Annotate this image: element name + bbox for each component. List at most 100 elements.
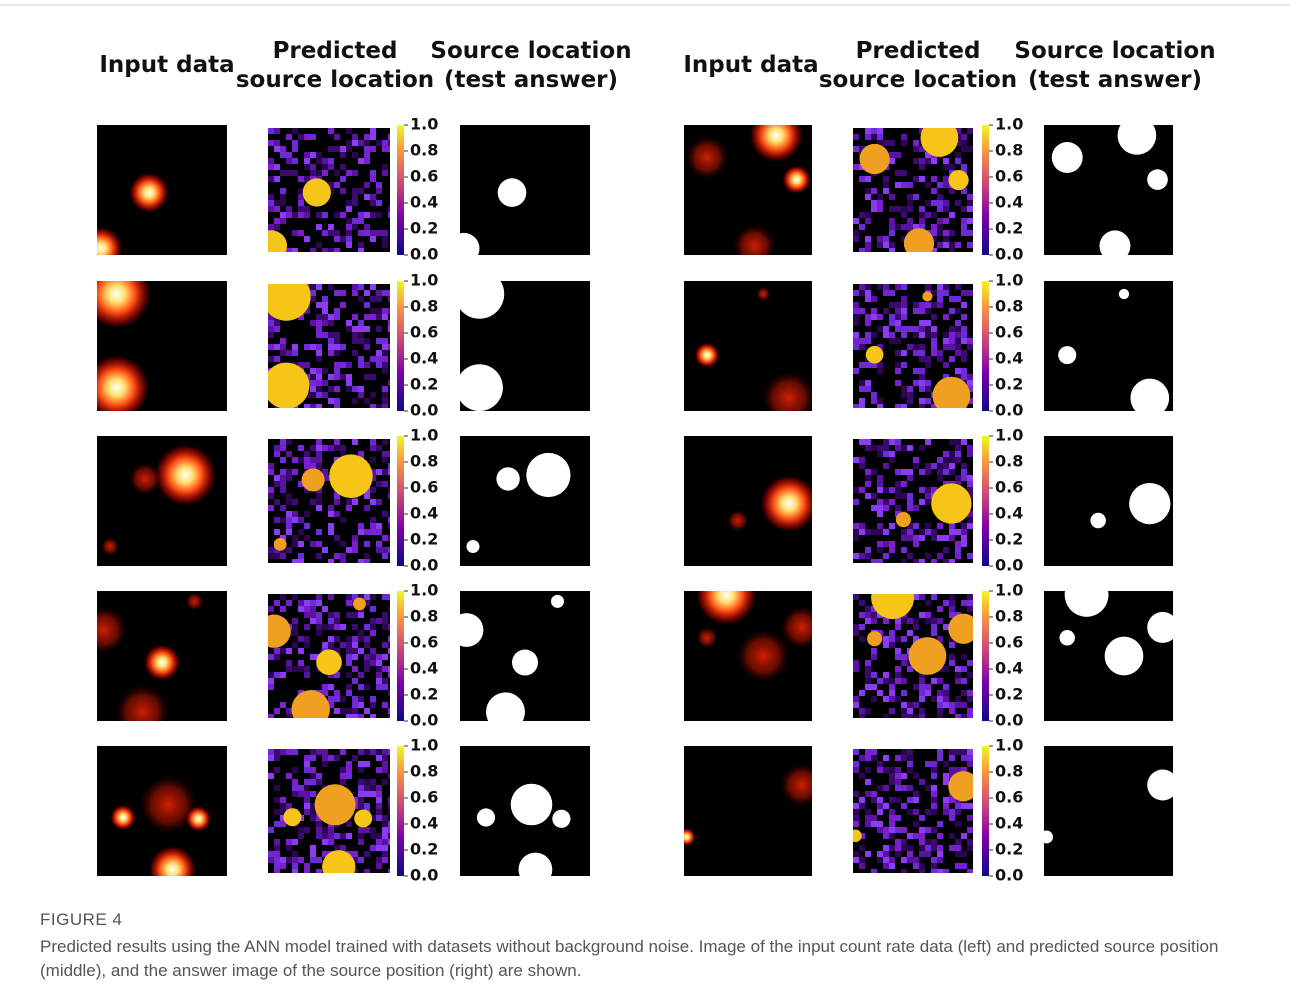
noise-pixel	[895, 487, 901, 493]
noise-pixel	[310, 290, 316, 296]
noise-pixel	[382, 398, 388, 404]
noise-pixel	[943, 666, 949, 672]
noise-pixel	[877, 547, 883, 553]
noise-pixel	[895, 224, 901, 230]
noise-pixel	[853, 236, 859, 242]
noise-pixel	[352, 642, 358, 648]
noise-pixel	[895, 404, 901, 410]
answer-source	[498, 178, 527, 207]
noise-pixel	[370, 648, 376, 654]
noise-pixel	[853, 404, 859, 410]
column-header: source location	[819, 67, 1017, 93]
noise-pixel	[961, 714, 967, 720]
noise-pixel	[298, 827, 304, 833]
noise-pixel	[865, 791, 871, 797]
noise-pixel	[967, 481, 973, 487]
noise-pixel	[316, 302, 322, 308]
noise-pixel	[376, 200, 382, 206]
noise-pixel	[382, 362, 388, 368]
noise-pixel	[364, 146, 370, 152]
noise-pixel	[937, 218, 943, 224]
noise-pixel	[346, 773, 352, 779]
noise-pixel	[865, 815, 871, 821]
noise-pixel	[853, 553, 859, 559]
noise-pixel	[931, 845, 937, 851]
noise-pixel	[274, 475, 280, 481]
noise-pixel	[340, 344, 346, 350]
noise-pixel	[298, 176, 304, 182]
noise-pixel	[967, 146, 973, 152]
noise-pixel	[310, 654, 316, 660]
noise-pixel	[859, 398, 865, 404]
noise-pixel	[352, 755, 358, 761]
noise-pixel	[859, 290, 865, 296]
noise-pixel	[889, 690, 895, 696]
noise-pixel	[883, 833, 889, 839]
noise-pixel	[352, 194, 358, 200]
noise-pixel	[901, 224, 907, 230]
noise-pixel	[292, 350, 298, 356]
noise-pixel	[967, 206, 973, 212]
noise-pixel	[895, 654, 901, 660]
noise-pixel	[382, 170, 388, 176]
noise-pixel	[310, 463, 316, 469]
noise-pixel	[865, 248, 871, 254]
noise-pixel	[322, 749, 328, 755]
noise-pixel	[943, 218, 949, 224]
noise-pixel	[280, 212, 286, 218]
noise-pixel	[967, 714, 973, 720]
noise-pixel	[304, 869, 310, 875]
noise-pixel	[859, 624, 865, 630]
noise-pixel	[913, 302, 919, 308]
noise-pixel	[304, 158, 310, 164]
noise-pixel	[889, 845, 895, 851]
noise-pixel	[877, 857, 883, 863]
noise-pixel	[316, 553, 322, 559]
noise-pixel	[907, 200, 913, 206]
noise-pixel	[358, 696, 364, 702]
noise-pixel	[895, 618, 901, 624]
noise-pixel	[388, 773, 394, 779]
noise-pixel	[877, 134, 883, 140]
noise-pixel	[388, 326, 394, 332]
noise-pixel	[931, 332, 937, 338]
noise-pixel	[352, 702, 358, 708]
noise-pixel	[268, 332, 274, 338]
noise-pixel	[370, 702, 376, 708]
noise-pixel	[268, 224, 274, 230]
noise-pixel	[370, 779, 376, 785]
noise-pixel	[907, 392, 913, 398]
noise-pixel	[286, 170, 292, 176]
noise-pixel	[328, 624, 334, 630]
noise-pixel	[274, 857, 280, 863]
noise-pixel	[376, 481, 382, 487]
noise-pixel	[913, 857, 919, 863]
predicted-source	[933, 377, 971, 415]
noise-pixel	[955, 666, 961, 672]
noise-pixel	[370, 696, 376, 702]
noise-pixel	[334, 344, 340, 350]
noise-pixel	[865, 380, 871, 386]
noise-pixel	[286, 648, 292, 654]
noise-pixel	[322, 392, 328, 398]
noise-pixel	[268, 176, 274, 182]
noise-pixel	[382, 350, 388, 356]
noise-pixel	[913, 535, 919, 541]
noise-pixel	[274, 749, 280, 755]
noise-pixel	[376, 785, 382, 791]
noise-pixel	[346, 642, 352, 648]
noise-pixel	[913, 457, 919, 463]
noise-pixel	[853, 821, 859, 827]
noise-pixel	[865, 684, 871, 690]
noise-pixel	[286, 714, 292, 720]
noise-pixel	[352, 541, 358, 547]
noise-pixel	[901, 559, 907, 565]
noise-pixel	[304, 642, 310, 648]
noise-pixel	[925, 469, 931, 475]
noise-pixel	[925, 212, 931, 218]
noise-pixel	[310, 368, 316, 374]
noise-pixel	[925, 618, 931, 624]
noise-pixel	[859, 803, 865, 809]
noise-pixel	[310, 779, 316, 785]
predicted-source	[849, 830, 862, 843]
